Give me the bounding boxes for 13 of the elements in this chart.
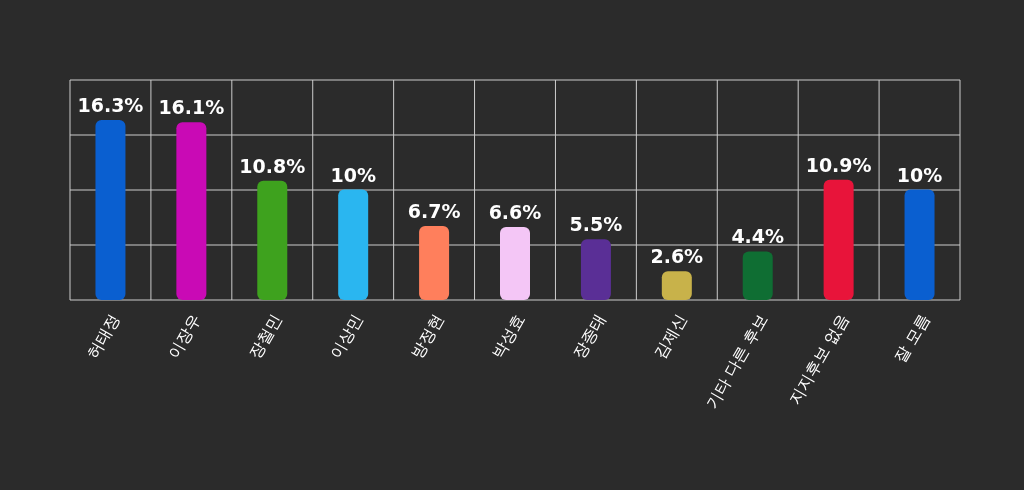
data-label: 2.6% bbox=[650, 245, 704, 268]
data-label: 10% bbox=[330, 163, 376, 186]
data-label: 16.1% bbox=[158, 96, 225, 119]
data-label: 16.3% bbox=[77, 94, 144, 116]
data-label: 6.6% bbox=[488, 201, 542, 224]
data-label: 10.9% bbox=[805, 153, 872, 176]
data-label: 6.7% bbox=[407, 200, 461, 223]
data-label: 5.5% bbox=[569, 213, 623, 236]
data-label: 4.4% bbox=[731, 225, 785, 248]
data-label: 10% bbox=[896, 163, 943, 186]
x-tick-label: 잘 모름 bbox=[890, 310, 934, 366]
data-label: 10.8% bbox=[239, 154, 306, 177]
x-tick-label: 기타 다른 후보 bbox=[701, 310, 772, 412]
